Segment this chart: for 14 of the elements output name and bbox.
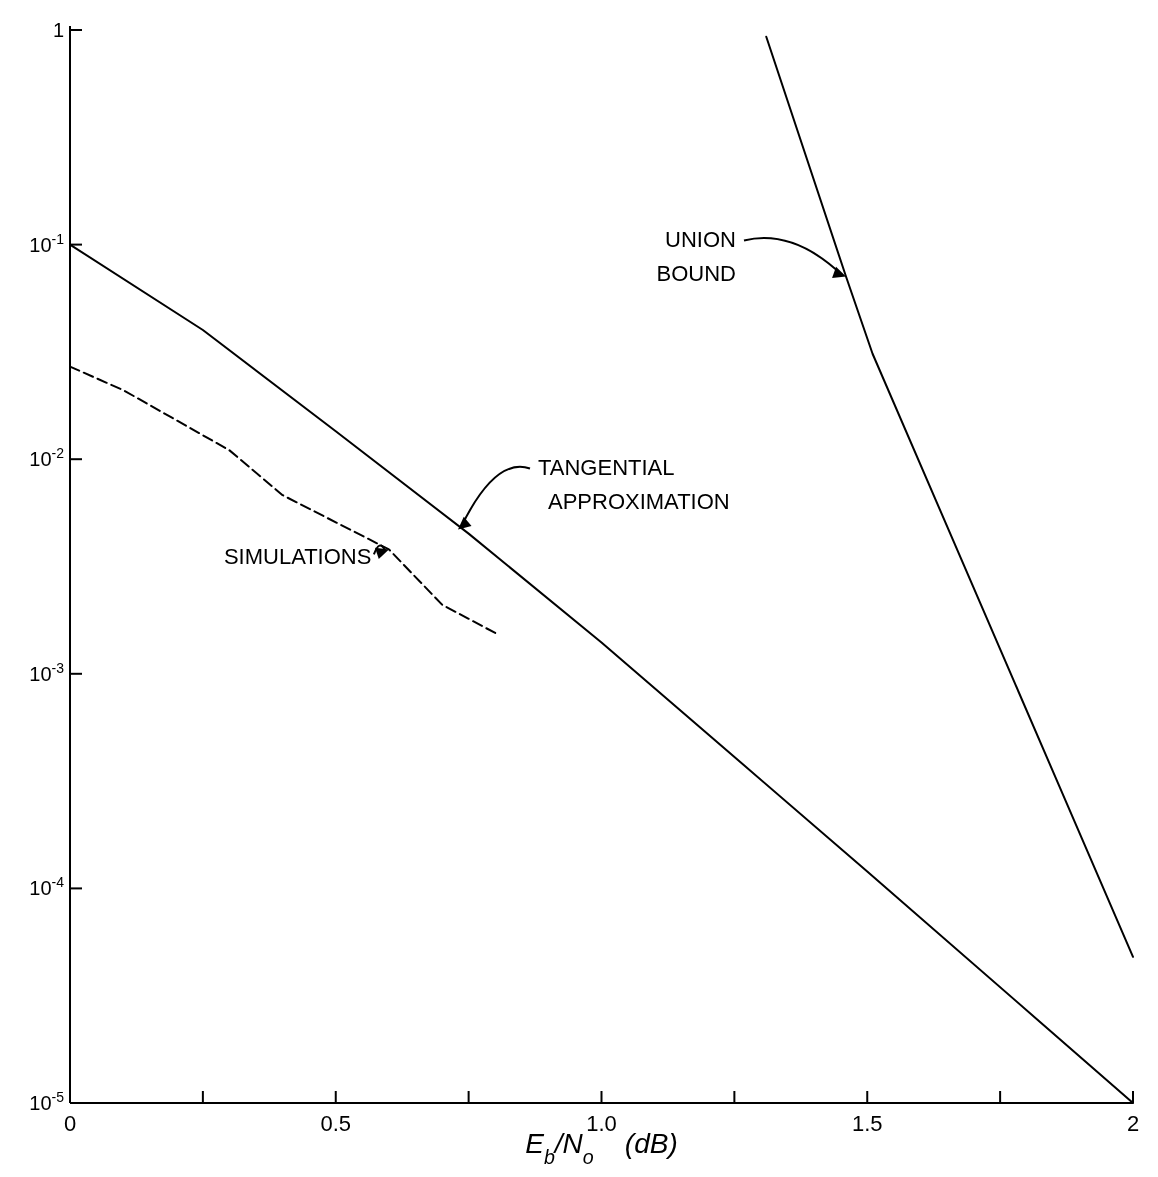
annotation: SIMULATIONS [223,544,372,570]
line-series [765,35,1134,958]
y-tick-label: 10$^{-3}$ [29,659,65,685]
annotation: TANGENTIAL APPROXIMATION [537,454,730,514]
y-tick-label: 1 [52,19,64,41]
x-tick-label: 0 [63,1111,77,1136]
x-tick-label: 1.5 [851,1111,883,1136]
x-tick-label: 0.5 [320,1111,352,1136]
y-tick-label: 10$^{-4}$ [29,874,65,900]
y-tick-label: 10$^{-5}$ [29,1089,65,1114]
x-tick-label: 2 [1126,1111,1140,1136]
y-tick-label: 10$^{-1}$ [29,230,65,256]
annotation: UNION BOUND [656,226,736,286]
y-tick-label: 10$^{-2}$ [29,445,65,471]
